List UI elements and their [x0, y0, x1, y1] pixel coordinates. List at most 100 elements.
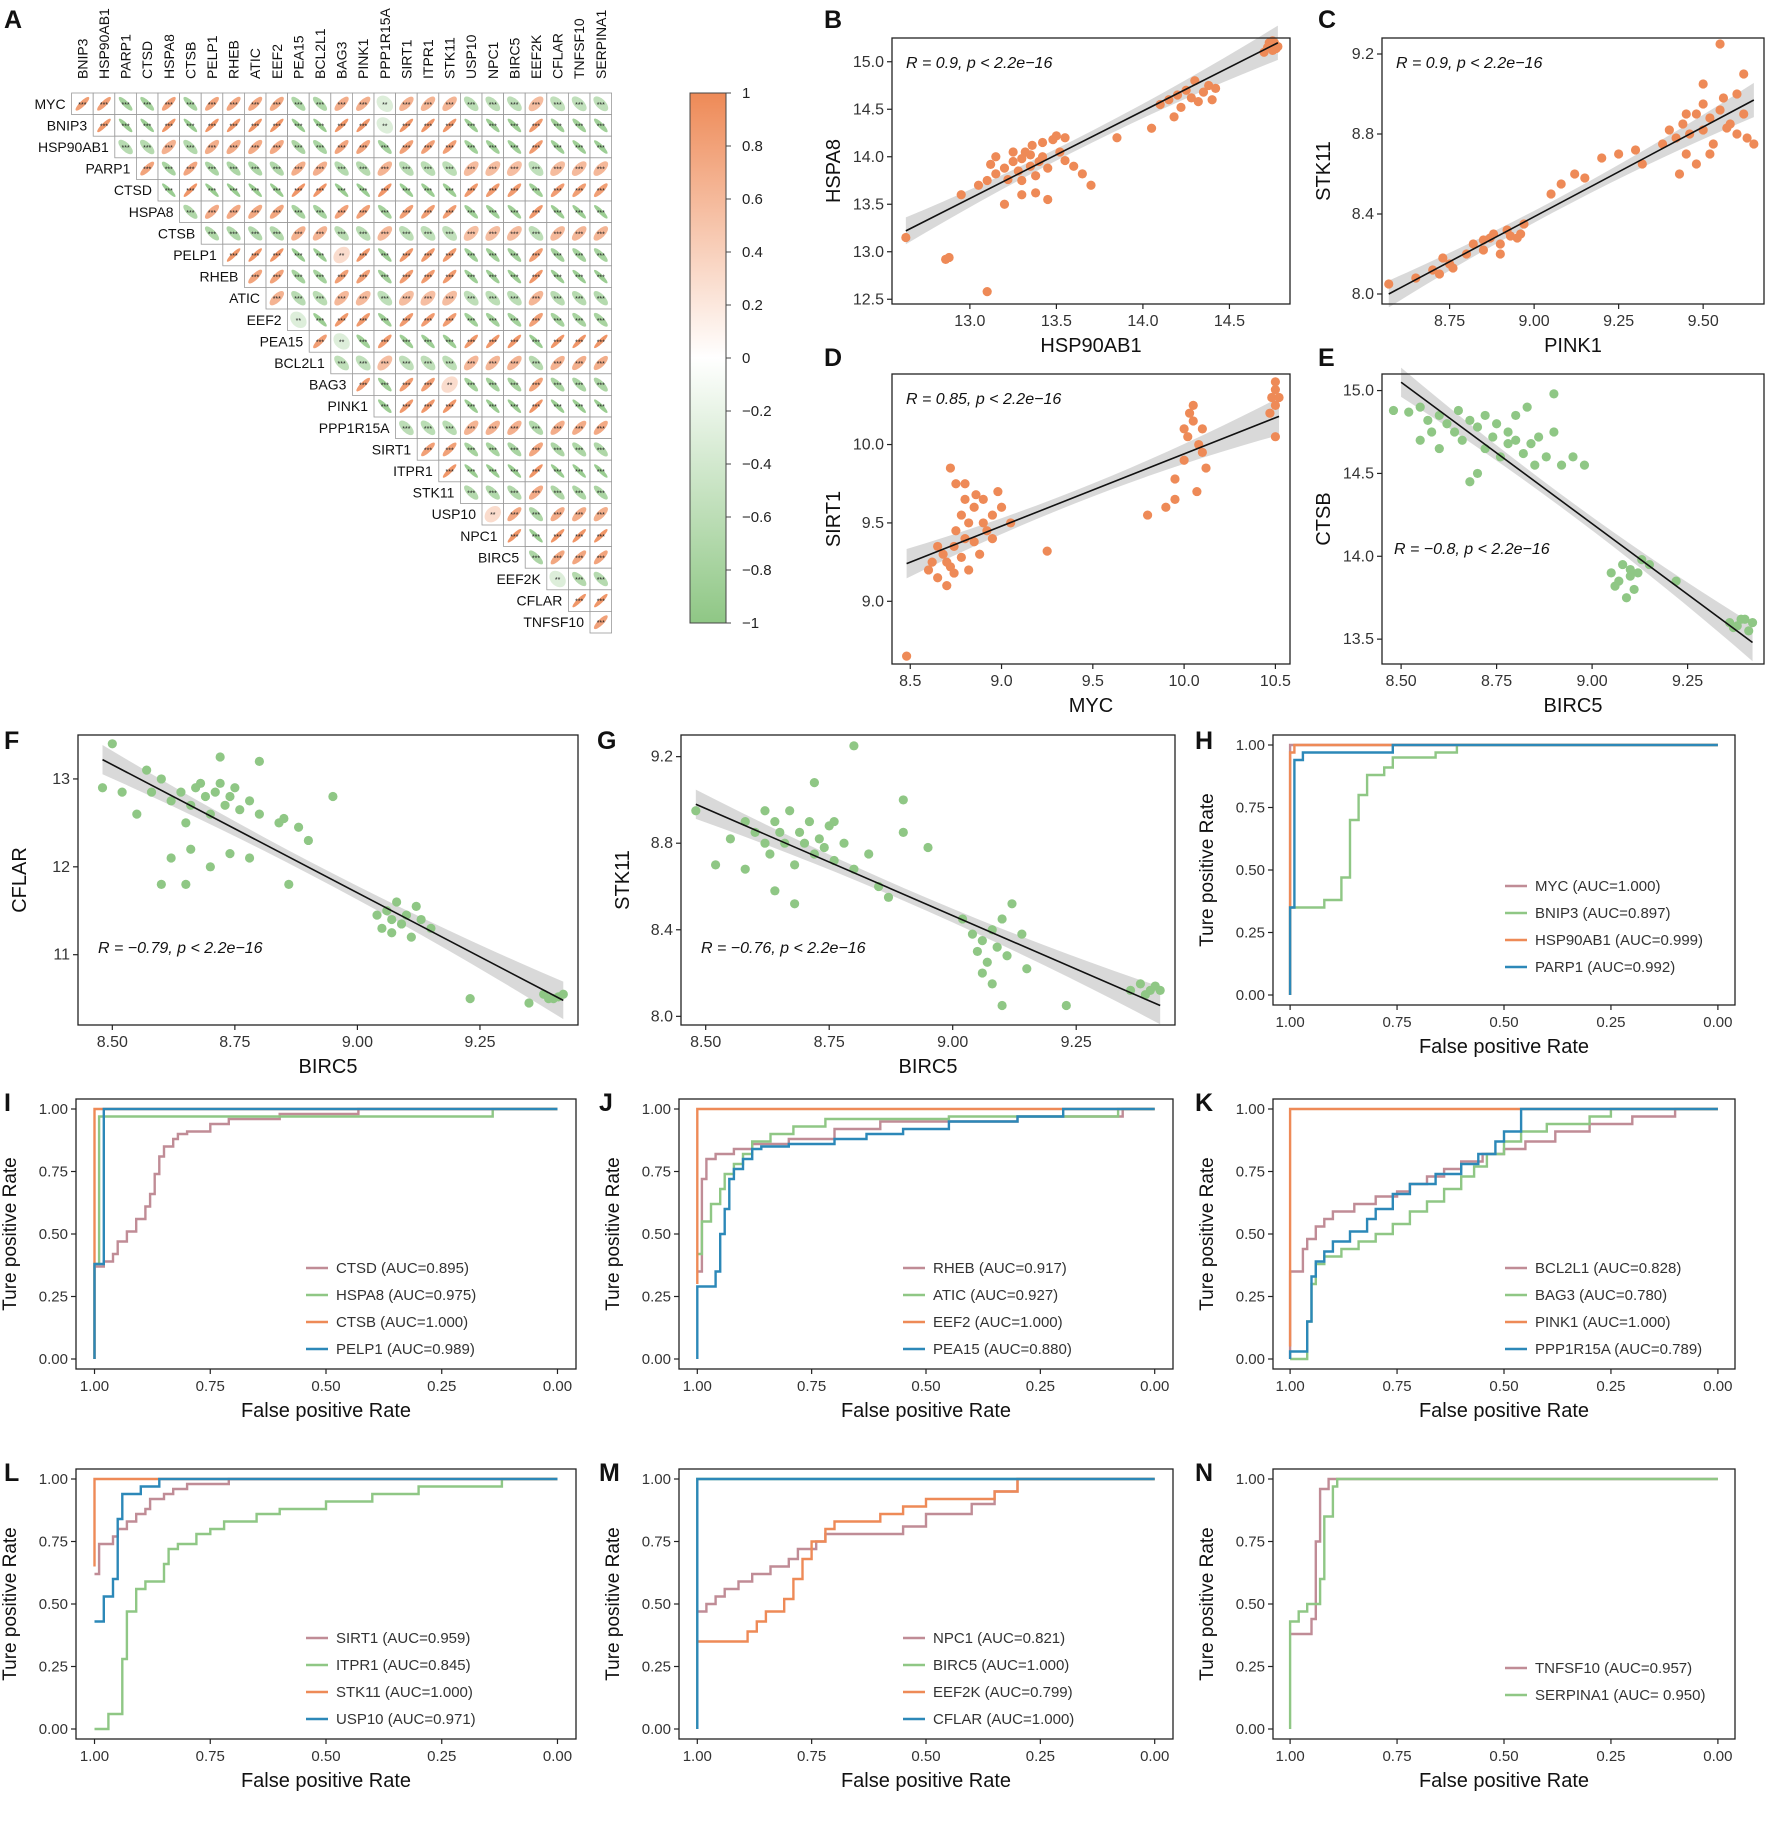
scatter-point	[1267, 392, 1277, 403]
significance-label: ***	[532, 555, 540, 562]
scatter-point	[839, 838, 849, 848]
scatter-point	[382, 906, 392, 916]
significance-label: ***	[467, 123, 475, 130]
heatmap-ellipse	[485, 161, 501, 177]
scatter-point	[1570, 169, 1580, 179]
heatmap-ellipse	[269, 161, 284, 176]
significance-label: ***	[208, 145, 216, 152]
colorbar-tick-label: −0.8	[742, 562, 772, 579]
significance-label: ***	[273, 253, 281, 260]
scatter-point	[971, 490, 981, 500]
significance-label: ***	[316, 318, 324, 325]
heatmap-ellipse	[204, 204, 220, 219]
heatmap-ellipse	[420, 290, 436, 306]
heatmap-ellipse	[377, 334, 392, 349]
scatter-point	[1146, 123, 1157, 133]
heatmap-ellipse	[291, 96, 306, 111]
heatmap-ellipse	[376, 95, 394, 113]
significance-label: ***	[554, 318, 562, 325]
scatter-point	[977, 968, 987, 978]
heatmap-ellipse	[399, 269, 414, 284]
significance-label: ***	[100, 102, 108, 109]
significance-label: **	[447, 383, 453, 390]
heatmap-ellipse	[334, 96, 349, 111]
heatmap-ellipse	[463, 96, 479, 112]
heatmap-col-label: HSP90AB1	[96, 8, 112, 79]
heatmap-ellipse	[313, 204, 327, 219]
panel-e: E 8.50 8.75 9.00 9.25 13.5 14.0 14.5 15.0 BIRC5 C…	[1300, 340, 1773, 730]
significance-label: ***	[446, 404, 454, 411]
scatter-point	[1505, 231, 1516, 241]
heatmap-row-label: ATIC	[229, 290, 260, 306]
scatter-point	[1747, 617, 1758, 628]
heatmap-row-label: MYC	[34, 96, 65, 112]
significance-label: ***	[575, 383, 583, 390]
x-tick-label: 1.00	[1276, 1378, 1305, 1395]
roc-panel-l: 1.00 0.75 0.50 0.25 0.00 0.00 0.25 0.50 0.75 1.00…	[0, 1468, 577, 1792]
heatmap-col-label: CTSB	[182, 42, 198, 79]
heatmap-ellipse	[572, 593, 586, 608]
significance-label: ***	[122, 145, 130, 152]
heatmap-ellipse	[572, 399, 586, 413]
legend-label: BCL2L1 (AUC=0.828)	[1535, 1260, 1681, 1277]
heatmap-ellipse	[183, 96, 198, 111]
significance-label: ***	[446, 188, 454, 195]
heatmap-ellipse	[356, 377, 371, 392]
y-axis-label: SIRT1	[823, 491, 845, 547]
heatmap-ellipse	[507, 204, 522, 219]
significance-label: ***	[446, 361, 454, 368]
heatmap-ellipse	[334, 118, 349, 133]
heatmap-row-label: CTSB	[158, 225, 195, 241]
regression-line	[1388, 99, 1755, 295]
x-tick-label: 9.00	[1519, 313, 1550, 330]
roc-panel-k: 1.00 0.75 0.50 0.25 0.00 0.00 0.25 0.50 0.75 1.00…	[1197, 1098, 1736, 1422]
scatter-point	[524, 998, 534, 1008]
heatmap-ellipse	[593, 118, 608, 133]
scatter-point	[181, 879, 191, 889]
significance-label: ***	[532, 469, 540, 476]
heatmap-ellipse	[593, 550, 608, 565]
scatter-point	[1516, 229, 1526, 239]
scatter-point	[235, 805, 245, 815]
heatmap-ellipse	[248, 226, 263, 241]
scatter-point	[1017, 175, 1027, 186]
significance-label: ***	[186, 102, 194, 109]
heatmap-ellipse	[442, 248, 457, 262]
scatter-point	[1434, 269, 1445, 279]
roc-curve	[696, 1477, 1155, 1729]
significance-label: ***	[359, 167, 367, 174]
heatmap-ellipse	[291, 139, 306, 155]
heatmap-ellipse	[572, 377, 587, 392]
roc-curve	[696, 1107, 1155, 1284]
significance-label: ***	[381, 339, 389, 346]
plot-frame	[1381, 373, 1765, 665]
scatter-point	[1170, 494, 1180, 505]
significance-label: ***	[165, 123, 173, 130]
scatter-point	[1384, 279, 1394, 289]
heatmap-ellipse	[421, 204, 435, 219]
significance-label: ***	[424, 210, 432, 217]
significance-label: ***	[230, 167, 238, 174]
heatmap-ellipse	[377, 377, 392, 392]
scatter-point	[1086, 180, 1096, 190]
significance-label: ***	[554, 469, 562, 476]
heatmap-ellipse	[593, 355, 608, 371]
significance-label: ***	[316, 102, 324, 109]
heatmap-ellipse	[205, 183, 219, 197]
significance-label: ***	[402, 275, 410, 282]
x-tick-label: 0.50	[911, 1748, 940, 1765]
x-tick-label: 0.75	[196, 1748, 225, 1765]
y-axis-label: Ture positive Rate	[603, 1527, 624, 1680]
heatmap-col-label: PPP1R15A	[377, 8, 393, 79]
significance-label: ***	[575, 188, 583, 195]
y-tick-label: 9.5	[862, 515, 884, 532]
y-tick-label: 0.50	[642, 1596, 671, 1613]
scatter-point	[1008, 156, 1018, 167]
heatmap-ellipse	[226, 139, 241, 155]
y-axis-label: Ture positive Rate	[603, 1157, 624, 1310]
heatmap-ellipse	[550, 507, 565, 522]
scatter-point	[1691, 159, 1701, 169]
significance-label: ***	[575, 447, 583, 454]
scatter-point	[1270, 400, 1280, 410]
heatmap-ellipse	[528, 485, 544, 500]
